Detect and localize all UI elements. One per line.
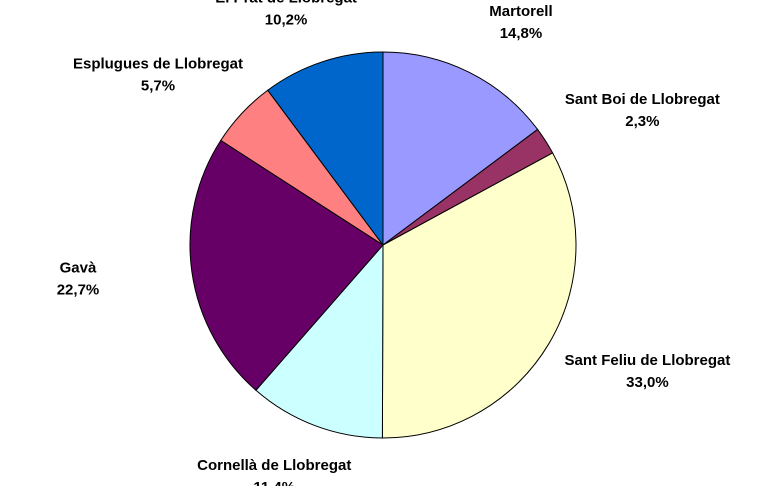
- slice-value-label: 2,3%: [625, 113, 659, 130]
- pie-slice: [189, 139, 384, 391]
- slice-label: Martorell: [489, 3, 552, 20]
- pie-slice: [255, 243, 384, 439]
- pie-slice: [267, 51, 384, 247]
- pie-slice: [381, 152, 577, 439]
- slice-value-label: 22,7%: [57, 281, 100, 298]
- slice-label: Sant Feliu de Llobregat: [565, 352, 731, 369]
- slice-value-label: 10,2%: [265, 12, 308, 29]
- slice-value-label: 5,7%: [141, 78, 175, 95]
- slice-value-label: 33,0%: [626, 374, 669, 391]
- slice-label: Sant Boi de Llobregat: [565, 91, 720, 108]
- slice-value-label: 14,8%: [500, 25, 543, 42]
- slice-label: Gavà: [60, 259, 97, 276]
- slice-value-label: 11,4%: [253, 479, 295, 486]
- slice-label: Cornellà de Llobregat: [197, 457, 351, 474]
- slice-label: Esplugues de Llobregat: [73, 56, 243, 73]
- slice-label: El Prat de Llobregat: [215, 0, 357, 7]
- pie-slice: [382, 51, 539, 246]
